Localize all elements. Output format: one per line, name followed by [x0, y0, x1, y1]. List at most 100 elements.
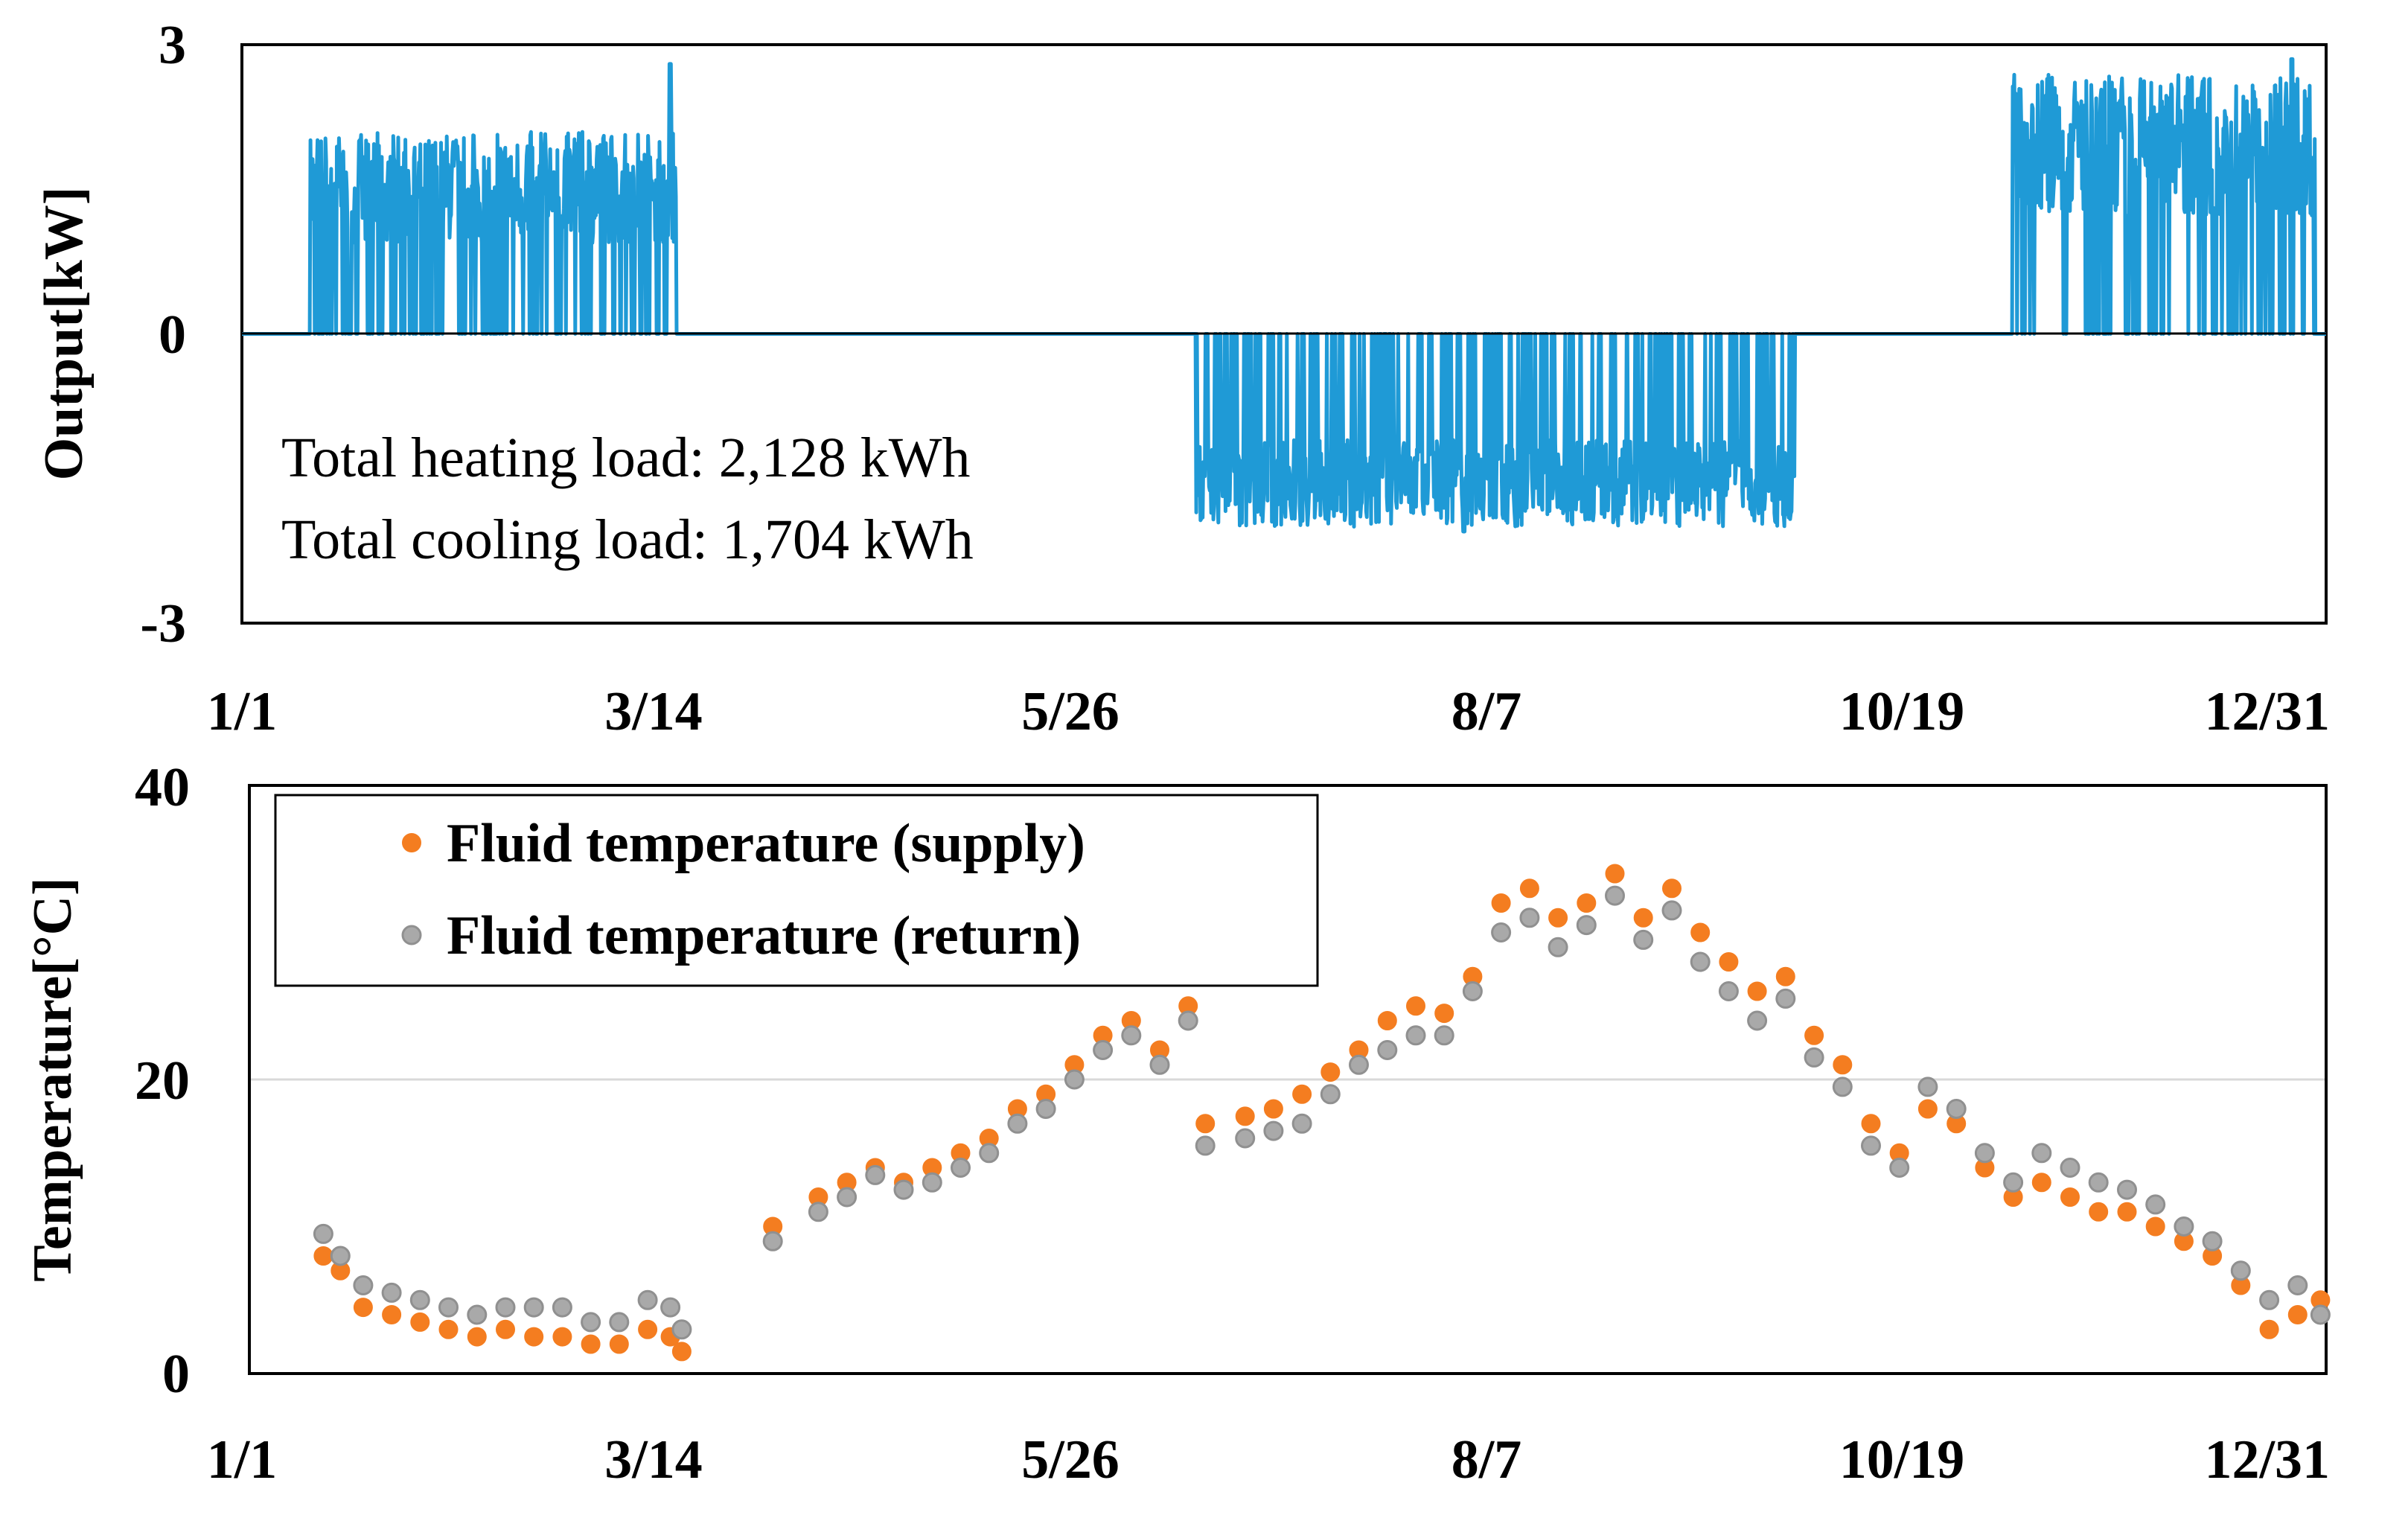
- output-x-tick: 5/26: [1021, 681, 1120, 742]
- return-point: [1576, 915, 1597, 936]
- return-point: [552, 1297, 572, 1318]
- temperature-x-ticks: 1/1 3/14 5/26 8/7 10/19 12/31: [207, 1429, 2330, 1490]
- supply-point: [496, 1319, 515, 1339]
- supply-point: [1548, 908, 1568, 928]
- supply-point: [1833, 1055, 1853, 1075]
- cooling-load-annotation: Total cooling load: 1,704 kWh: [281, 508, 974, 571]
- return-point: [1349, 1054, 1369, 1075]
- return-point: [1434, 1025, 1454, 1046]
- legend-box: [274, 794, 1319, 987]
- supply-point: [1804, 1025, 1824, 1045]
- supply-point: [609, 1334, 629, 1354]
- return-point: [1263, 1120, 1284, 1141]
- supply-point: [581, 1334, 601, 1354]
- output-x-tick: 12/31: [2204, 681, 2330, 742]
- temperature-y-tick: 20: [135, 1050, 190, 1111]
- return-point: [922, 1172, 942, 1193]
- return-point: [951, 1158, 971, 1178]
- supply-point: [410, 1312, 430, 1332]
- heating-load-annotation: Total heating load: 2,128 kWh: [281, 427, 970, 489]
- supply-point: [1519, 878, 1539, 899]
- return-point: [1633, 929, 1654, 950]
- temperature-x-tick: 12/31: [2204, 1429, 2330, 1490]
- legend-supply-marker: [402, 833, 421, 852]
- return-point: [660, 1297, 681, 1318]
- output-x-ticks: 1/1 3/14 5/26 8/7 10/19 12/31: [207, 681, 2330, 742]
- return-point: [1064, 1069, 1085, 1090]
- supply-point: [2089, 1202, 2109, 1222]
- return-point: [2202, 1231, 2223, 1251]
- supply-point: [438, 1319, 459, 1339]
- supply-point: [1406, 996, 1425, 1016]
- return-point: [1747, 1010, 1768, 1031]
- return-point: [1291, 1113, 1312, 1134]
- supply-point: [552, 1327, 572, 1347]
- return-point: [1974, 1143, 1995, 1164]
- return-point: [2174, 1216, 2194, 1237]
- output-y-tick: -3: [140, 593, 186, 654]
- return-point: [1718, 981, 1739, 1001]
- supply-point: [1292, 1084, 1312, 1104]
- return-point: [762, 1231, 783, 1251]
- return-point: [1149, 1054, 1170, 1075]
- supply-point: [2031, 1173, 2051, 1193]
- output-chart: 3 0 -3 1/1 3/14 5/26 8/7 10/19 12/31 Out…: [33, 15, 2330, 742]
- temperature-y-axis-title: Temperature[°C]: [22, 877, 83, 1281]
- supply-point: [1719, 952, 1739, 972]
- return-point: [1946, 1099, 1967, 1119]
- return-point: [893, 1179, 914, 1200]
- supply-point: [1320, 1062, 1341, 1082]
- supply-point: [2259, 1319, 2279, 1339]
- return-point: [1093, 1040, 1114, 1060]
- output-y-ticks: 3 0 -3: [140, 15, 186, 654]
- supply-point: [467, 1327, 487, 1347]
- return-point: [1035, 1099, 1056, 1119]
- return-point: [979, 1143, 1000, 1164]
- return-point: [467, 1304, 488, 1325]
- supply-point: [1377, 1011, 1397, 1030]
- return-point: [523, 1297, 544, 1318]
- return-point: [1462, 981, 1483, 1001]
- legend-supply-label: Fluid temperature (supply): [447, 813, 1085, 874]
- return-point: [1861, 1135, 1881, 1156]
- output-x-tick: 10/19: [1839, 681, 1965, 742]
- return-point: [671, 1319, 692, 1340]
- return-point: [353, 1275, 374, 1295]
- return-series: [313, 885, 2331, 1340]
- return-point: [438, 1297, 459, 1318]
- return-point: [1007, 1113, 1028, 1134]
- return-point: [2230, 1260, 2251, 1281]
- output-y-tick: 0: [159, 304, 186, 366]
- return-point: [837, 1187, 858, 1208]
- return-point: [1178, 1010, 1198, 1031]
- supply-point: [1605, 864, 1625, 884]
- temperature-chart: 40 20 0 1/1 3/14 5/26 8/7 10/19 12/31 Te…: [22, 757, 2331, 1490]
- supply-point: [1263, 1099, 1283, 1119]
- temperature-x-tick: 3/14: [604, 1429, 703, 1490]
- return-point: [2310, 1304, 2331, 1325]
- return-point: [1661, 900, 1682, 921]
- supply-series: [313, 864, 2331, 1362]
- return-point: [1121, 1025, 1142, 1046]
- supply-point: [1633, 908, 1653, 928]
- supply-point: [1917, 1099, 1938, 1119]
- return-point: [409, 1289, 430, 1310]
- temperature-y-tick: 0: [162, 1344, 190, 1405]
- return-point: [2145, 1194, 2166, 1215]
- return-point: [1832, 1077, 1853, 1097]
- return-point: [1804, 1047, 1824, 1068]
- temperature-x-tick: 10/19: [1839, 1429, 1965, 1490]
- output-y-tick: 3: [159, 15, 186, 76]
- return-point: [808, 1202, 828, 1222]
- return-point: [2259, 1289, 2280, 1310]
- output-y-axis-title: Output[kW]: [33, 187, 95, 481]
- return-point: [1377, 1040, 1398, 1060]
- return-point: [381, 1282, 402, 1303]
- supply-point: [1491, 893, 1511, 913]
- output-x-tick: 8/7: [1451, 681, 1522, 742]
- legend: Fluid temperature (supply) Fluid tempera…: [274, 794, 1319, 987]
- return-point: [2287, 1275, 2308, 1295]
- supply-point: [1747, 981, 1767, 1001]
- return-point: [495, 1297, 516, 1318]
